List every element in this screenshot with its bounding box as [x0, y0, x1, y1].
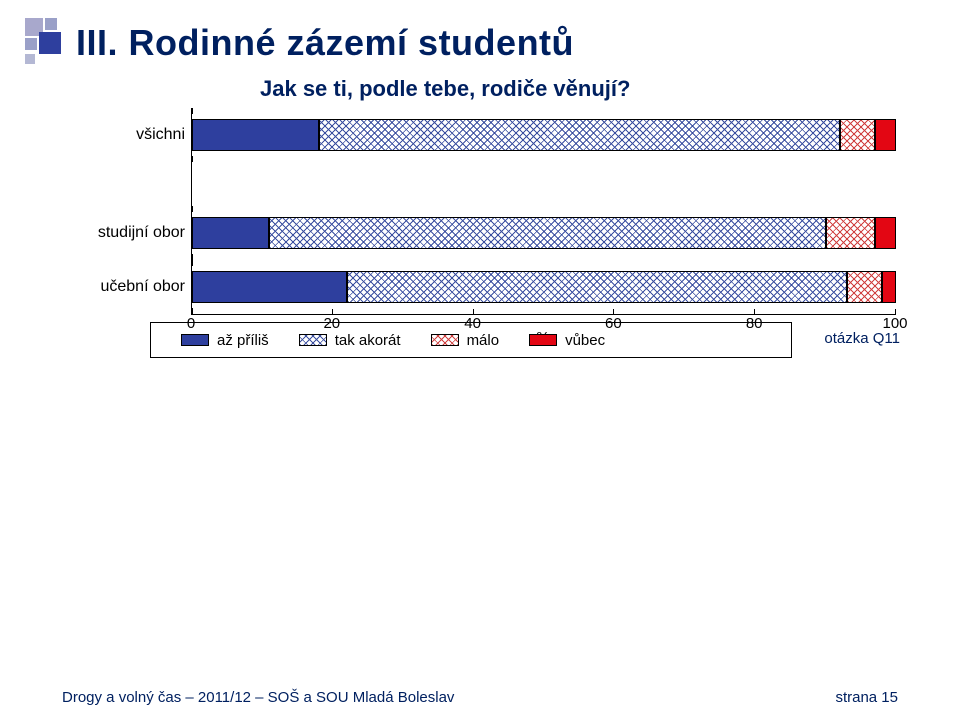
legend-swatch: [431, 334, 459, 346]
legend-item: až příliš: [181, 332, 269, 349]
bar-segment-tak_akorat: [347, 271, 847, 303]
bar-segment-az_prilis: [192, 217, 269, 249]
stacked-bar: [192, 271, 896, 303]
legend-item: tak akorát: [299, 332, 401, 349]
decor-square: [39, 32, 61, 54]
legend-item: vůbec: [529, 332, 605, 349]
page-title: III. Rodinné zázemí studentů: [76, 22, 574, 64]
bar-segment-tak_akorat: [269, 217, 825, 249]
stacked-bar: [192, 119, 896, 151]
bar-segment-vubec: [875, 119, 896, 151]
legend: až příliš tak akorát málo vůbec: [150, 322, 792, 358]
bar-plot-cell: [191, 206, 895, 260]
category-label: učební obor: [75, 278, 191, 296]
legend-label: až příliš: [217, 332, 269, 349]
legend-swatch: [181, 334, 209, 346]
bar-segment-malo: [826, 217, 875, 249]
legend-swatch: [299, 334, 327, 346]
bar-segment-tak_akorat: [319, 119, 840, 151]
legend-label: vůbec: [565, 332, 605, 349]
chart-row: učební obor: [75, 260, 895, 314]
bar-plot-cell: [191, 260, 895, 314]
category-label: všichni: [75, 126, 191, 144]
chart-row: všichni: [75, 108, 895, 162]
group-gap: [75, 162, 895, 206]
bar-segment-vubec: [882, 271, 896, 303]
chart-subtitle: Jak se ti, podle tebe, rodiče věnují?: [260, 76, 630, 102]
legend-item: málo: [431, 332, 500, 349]
bar-segment-vubec: [875, 217, 896, 249]
bar-chart: všichnistudijní oboručební obor 02040608…: [75, 108, 895, 337]
legend-label: tak akorát: [335, 332, 401, 349]
bar-segment-malo: [847, 271, 882, 303]
decor-square: [25, 38, 37, 50]
decor-square: [25, 54, 35, 64]
category-label: studijní obor: [75, 224, 191, 242]
legend-swatch: [529, 334, 557, 346]
slide: III. Rodinné zázemí studentů Jak se ti, …: [0, 0, 960, 726]
stacked-bar: [192, 217, 896, 249]
footer-left: Drogy a volný čas – 2011/12 – SOŠ a SOU …: [62, 689, 454, 706]
footer-right: strana 15: [835, 689, 898, 706]
bar-plot-cell: [191, 108, 895, 162]
question-ref: otázka Q11: [824, 330, 900, 347]
bar-segment-az_prilis: [192, 271, 347, 303]
legend-label: málo: [467, 332, 500, 349]
bar-segment-az_prilis: [192, 119, 319, 151]
bar-segment-malo: [840, 119, 875, 151]
chart-row: studijní obor: [75, 206, 895, 260]
decor-square: [45, 18, 57, 30]
